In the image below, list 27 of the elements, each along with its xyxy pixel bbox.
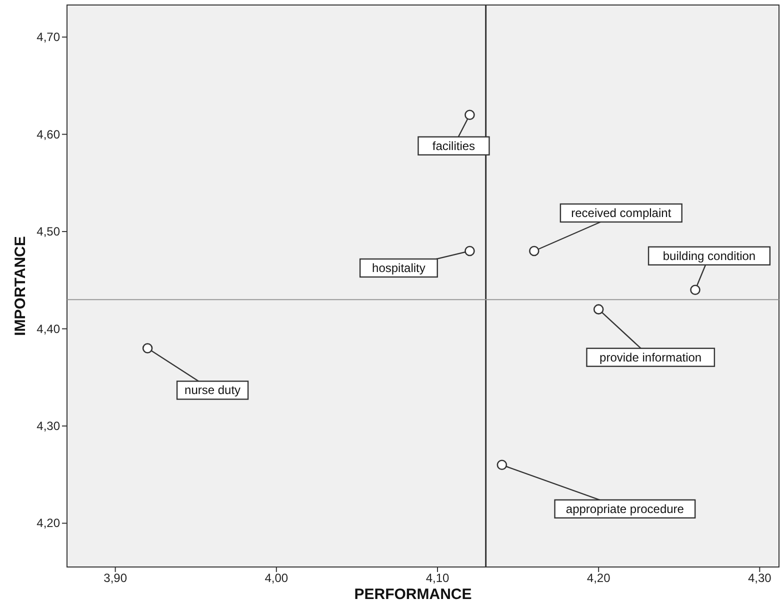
data-label: facilities (432, 138, 476, 153)
x-tick-label: 4,00 (264, 571, 288, 585)
data-label: received complaint (571, 206, 672, 220)
x-tick-label: 4,30 (748, 571, 772, 585)
x-tick-label: 3,90 (104, 571, 128, 585)
data-label: hospitality (372, 260, 426, 275)
point (529, 246, 540, 256)
x-tick-label: 4,20 (586, 571, 611, 585)
point (690, 284, 700, 296)
data-label: provide information (600, 350, 702, 364)
y-tick-label: 4,30 (36, 419, 60, 434)
x-tick-label: 4,10 (426, 571, 450, 585)
y-tick-label: 4,50 (36, 224, 60, 239)
point (142, 343, 153, 354)
y-tick-label: 4,20 (36, 516, 60, 530)
y-tick-label: 4,40 (36, 322, 60, 336)
point (496, 460, 508, 470)
data-label: nurse duty (184, 383, 241, 398)
y-tick-label: 4,60 (36, 127, 60, 142)
y-tick-label: 4,70 (36, 30, 60, 44)
point (464, 110, 475, 120)
y-axis-title: IMPORTANCE (12, 236, 29, 336)
point (593, 304, 604, 314)
point (464, 246, 475, 256)
data-label: building condition (662, 248, 756, 263)
x-axis-title: PERFORMANCE (354, 586, 472, 602)
data-label: appropriate procedure (566, 502, 684, 516)
